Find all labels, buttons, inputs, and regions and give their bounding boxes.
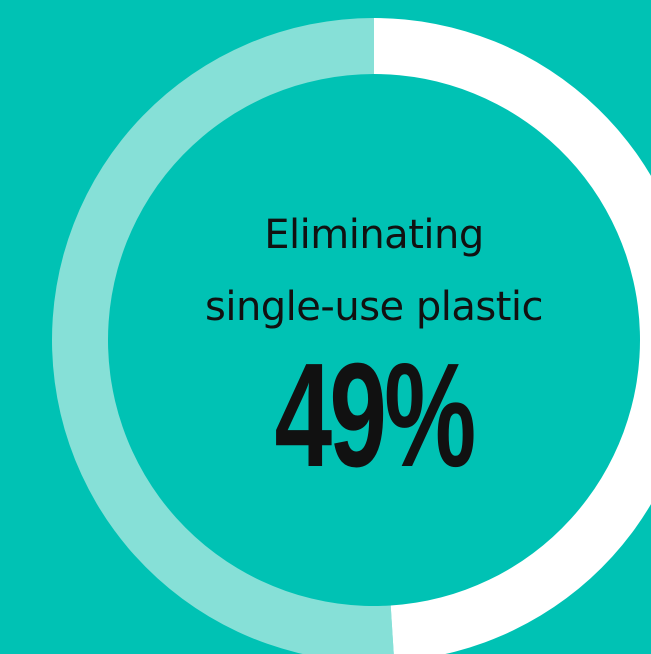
chart-label-line-2: single-use plastic	[204, 284, 544, 330]
chart-label-line-1: Eliminating	[264, 212, 484, 258]
donut-slice-remaining	[52, 18, 394, 654]
percent-value: 49%	[274, 333, 477, 498]
